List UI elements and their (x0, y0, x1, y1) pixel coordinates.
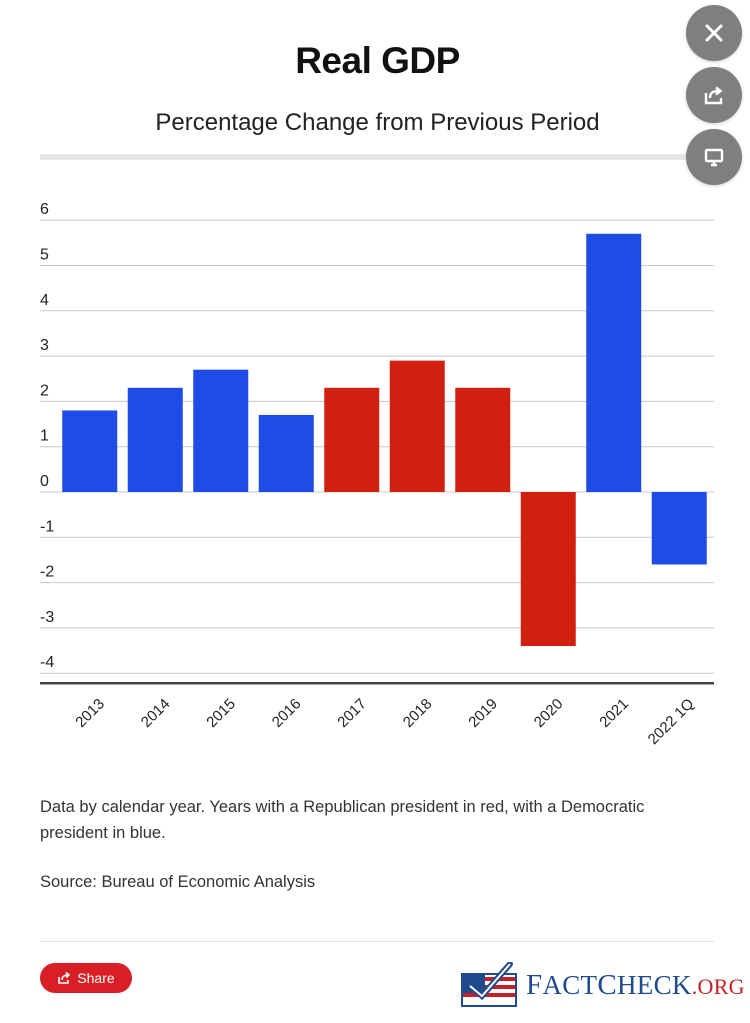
bar-2017 (324, 387, 380, 492)
y-tick-label: -1 (40, 518, 54, 535)
close-button[interactable] (686, 5, 742, 61)
x-tick-label: 2018 (400, 695, 436, 731)
bar-2013 (62, 410, 118, 492)
chart-source: Source: Bureau of Economic Analysis (40, 873, 316, 891)
flag-checkmark-icon (461, 962, 517, 1007)
y-tick-label: 1 (40, 428, 49, 445)
x-tick-label: 2020 (531, 695, 567, 731)
share-button[interactable]: Share (40, 963, 132, 993)
bar-2022-1Q (651, 492, 707, 565)
y-tick-label: 0 (40, 473, 49, 490)
share-icon (704, 86, 723, 105)
y-tick-label: -2 (40, 564, 54, 581)
y-tick-label: 5 (40, 247, 49, 264)
title-divider (40, 154, 714, 160)
footer-divider (40, 941, 714, 942)
y-tick-label: -4 (40, 654, 54, 671)
x-tick-label: 2015 (203, 695, 239, 731)
bar-chart: 6 5 4 3 2 1 0 -1 -2 -3 -4 2013 2014 2015 2016 2017 2018 2… (40, 201, 714, 748)
x-tick-label: 2022 1Q (645, 695, 698, 748)
y-tick-label: 4 (40, 292, 49, 309)
present-button[interactable] (686, 129, 742, 185)
x-tick-label: 2021 (596, 695, 632, 731)
x-tick-label: 2013 (72, 695, 108, 731)
bar-2016 (258, 414, 314, 492)
x-tick-label: 2016 (269, 695, 305, 731)
logo-check-rest: HECK (617, 969, 692, 1000)
y-tick-label: 2 (40, 382, 49, 399)
y-tick-label: 3 (40, 337, 49, 354)
factcheck-logo[interactable]: FACTCHECK.ORG (460, 962, 745, 1008)
bar-2015 (193, 369, 249, 492)
x-tick-label: 2014 (138, 695, 174, 731)
share-label: Share (77, 970, 115, 986)
bar-2018 (389, 360, 445, 492)
x-tick-label: 2017 (334, 695, 370, 731)
x-tick-label: 2019 (465, 695, 501, 731)
logo-check-initial: C (597, 968, 617, 1001)
chart-title: Real GDP (295, 40, 460, 81)
monitor-icon (704, 148, 724, 167)
y-tick-label: -3 (40, 609, 54, 626)
logo-fact-rest: ACT (542, 969, 598, 1000)
logo-text: FACTCHECK.ORG (526, 969, 745, 1002)
logo-fact-initial: F (526, 968, 543, 1001)
bar-2020 (520, 492, 576, 647)
share-fab-button[interactable] (686, 67, 742, 123)
chart-subtitle: Percentage Change from Previous Period (155, 109, 600, 136)
share-icon (58, 971, 71, 984)
close-icon (705, 24, 723, 42)
bar-2014 (127, 387, 183, 492)
bar-2021 (586, 233, 642, 492)
bar-2019 (455, 387, 511, 492)
y-tick-label: 6 (40, 201, 49, 218)
logo-org: .ORG (691, 973, 745, 999)
chart-note: Data by calendar year. Years with a Repu… (40, 798, 645, 842)
